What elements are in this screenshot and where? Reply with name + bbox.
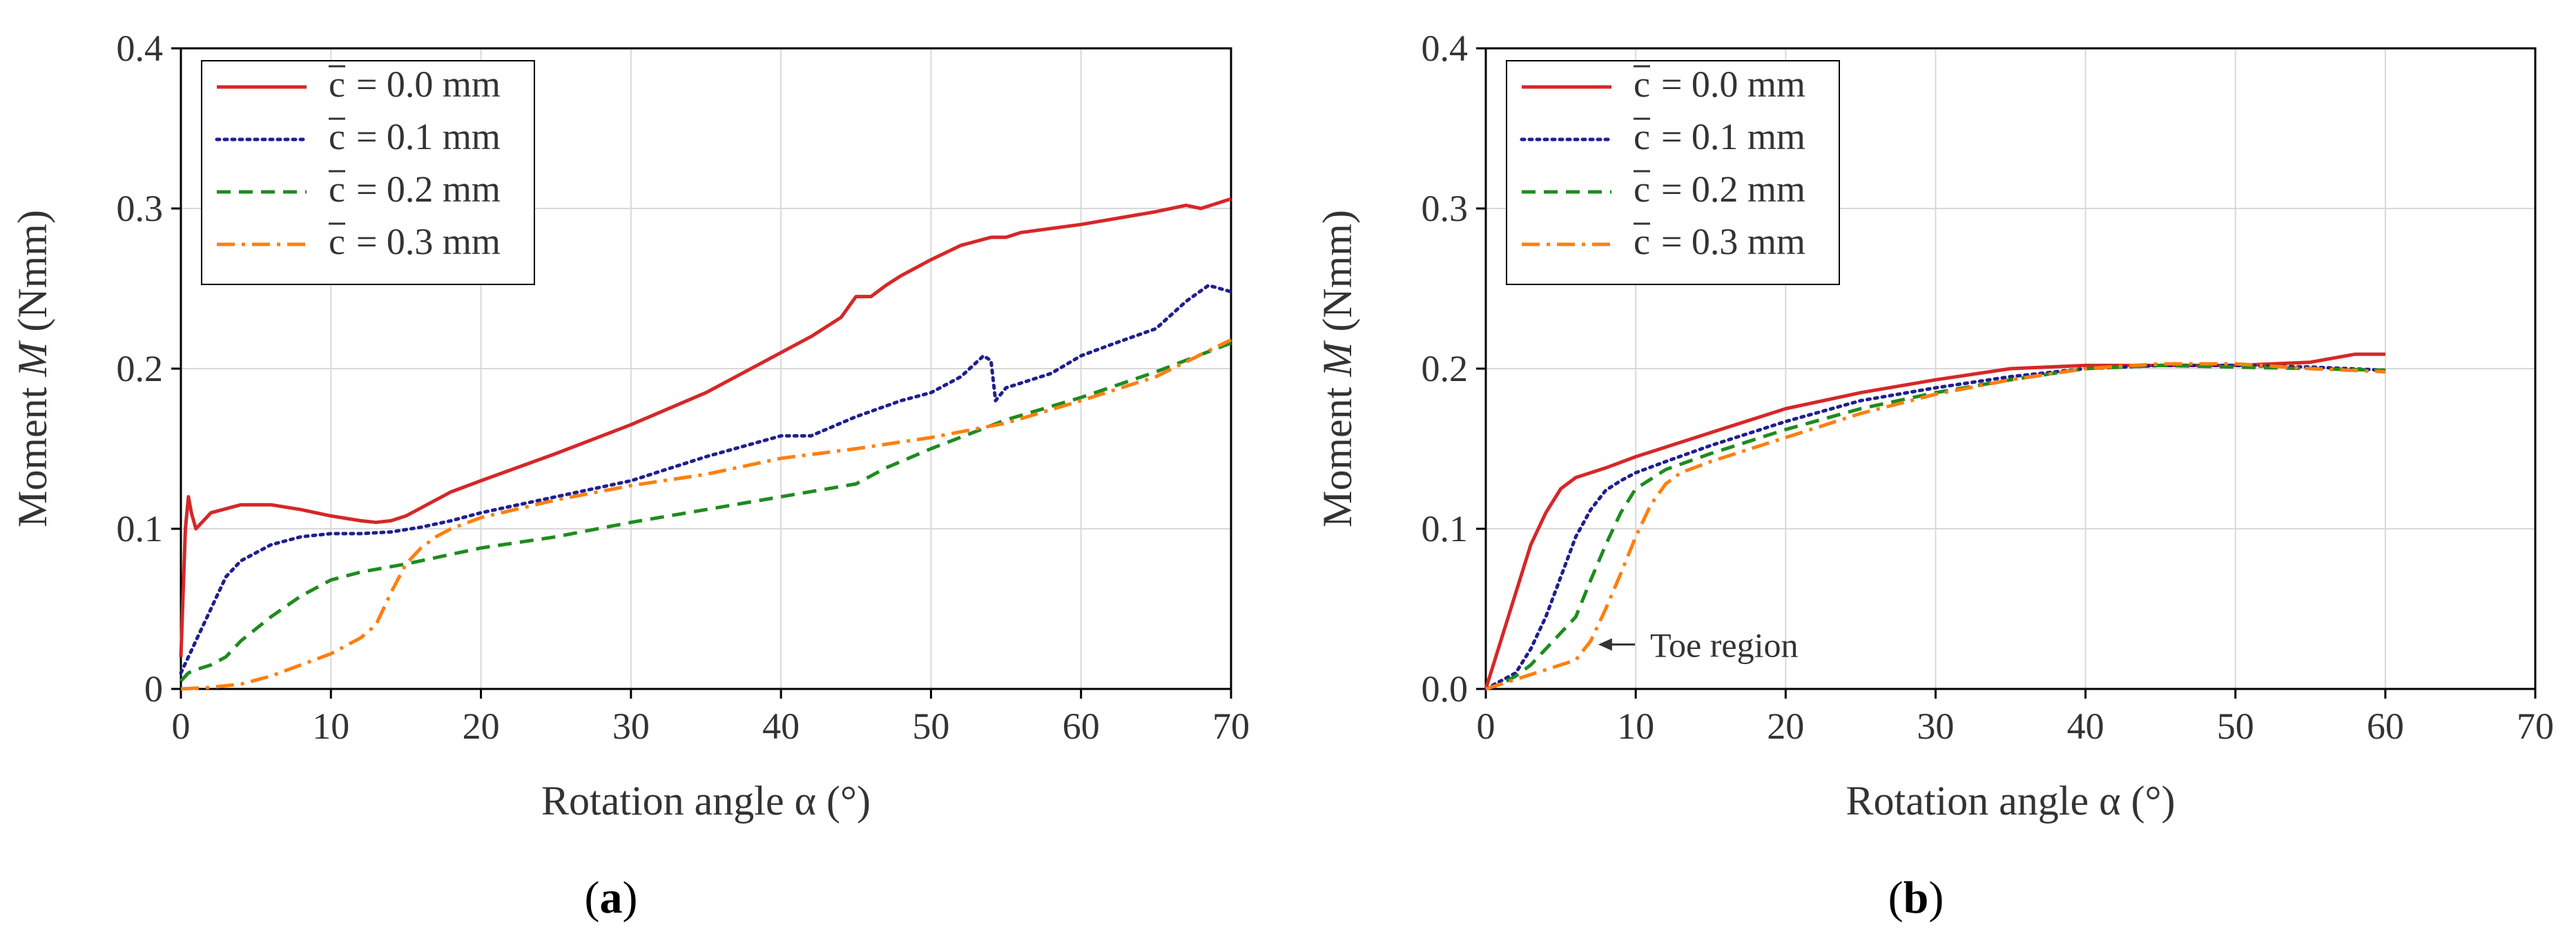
x-tick-label: 60 [2367,706,2404,747]
legend-label: c = 0.0 mm [1634,64,1805,105]
series-line-3 [1485,363,2385,691]
y-tick-label: 0.1 [117,508,164,549]
legend-label: c = 0.1 mm [329,116,501,157]
x-tick-label: 0 [172,706,191,747]
x-tick-label: 70 [2517,706,2554,747]
x-tick-label: 20 [1767,706,1804,747]
y-tick-label: 0.2 [117,348,164,389]
x-tick-label: 30 [1917,706,1954,747]
annotation-label: Toe region [1650,626,1798,665]
legend-label: c = 0.2 mm [1634,168,1805,210]
legend-label: c = 0.3 mm [329,221,501,262]
x-tick-label: 40 [2067,706,2104,747]
series-line-1 [179,197,1232,657]
series-line-4 [1485,362,2386,691]
y-tick-label: 0.0 [1422,668,1469,710]
chart-panel-b: 0 10 20 30 40 50 60 70 0.0 0.1 0.2 0.3 0.4 Rotation a… [1315,28,2554,824]
panel-label: (a) [585,873,638,923]
legend-box [1506,60,1840,285]
y-tick-label: 0.4 [1422,28,1469,69]
y-tick-label: 0.4 [117,28,164,69]
y-tick-label: 0 [144,668,163,710]
x-tick-label: 10 [312,706,349,747]
x-tick-label: 0 [1477,706,1495,747]
x-axis-label: Rotation angle α (°) [541,778,871,824]
x-tick-label: 70 [1212,706,1250,747]
x-tick-label: 10 [1617,706,1654,747]
y-tick-label: 0.3 [1422,188,1469,229]
y-axis-label: Moment M (Nmm) [1315,210,1360,527]
legend-label: c = 0.0 mm [329,64,501,105]
series-line-4 [180,338,1232,691]
x-tick-label: 60 [1063,706,1100,747]
y-tick-label: 0.3 [117,188,164,229]
x-tick-label: 20 [463,706,500,747]
legend-label: c = 0.2 mm [329,168,501,210]
legend-box [201,60,535,285]
y-tick-label: 0.2 [1422,348,1469,389]
x-tick-label: 30 [612,706,650,747]
x-axis-label: Rotation angle α (°) [1846,778,2176,824]
y-tick-label: 0.1 [1422,508,1469,549]
y-axis-label: Moment M (Nmm) [10,210,55,527]
legend-label: c = 0.1 mm [1634,116,1805,157]
panel-label: (b) [1888,873,1944,923]
legend-label: c = 0.3 mm [1634,221,1805,262]
x-tick-label: 50 [912,706,949,747]
series-line-3 [180,341,1232,683]
chart-panel-a: 0 10 20 30 40 50 60 70 0 0.1 0.2 0.3 0.4 Rotation ang… [10,28,1250,824]
x-tick-label: 40 [762,706,800,747]
series-line-2 [179,283,1233,675]
annotation-arrowhead [1598,638,1612,651]
x-tick-label: 50 [2217,706,2254,747]
